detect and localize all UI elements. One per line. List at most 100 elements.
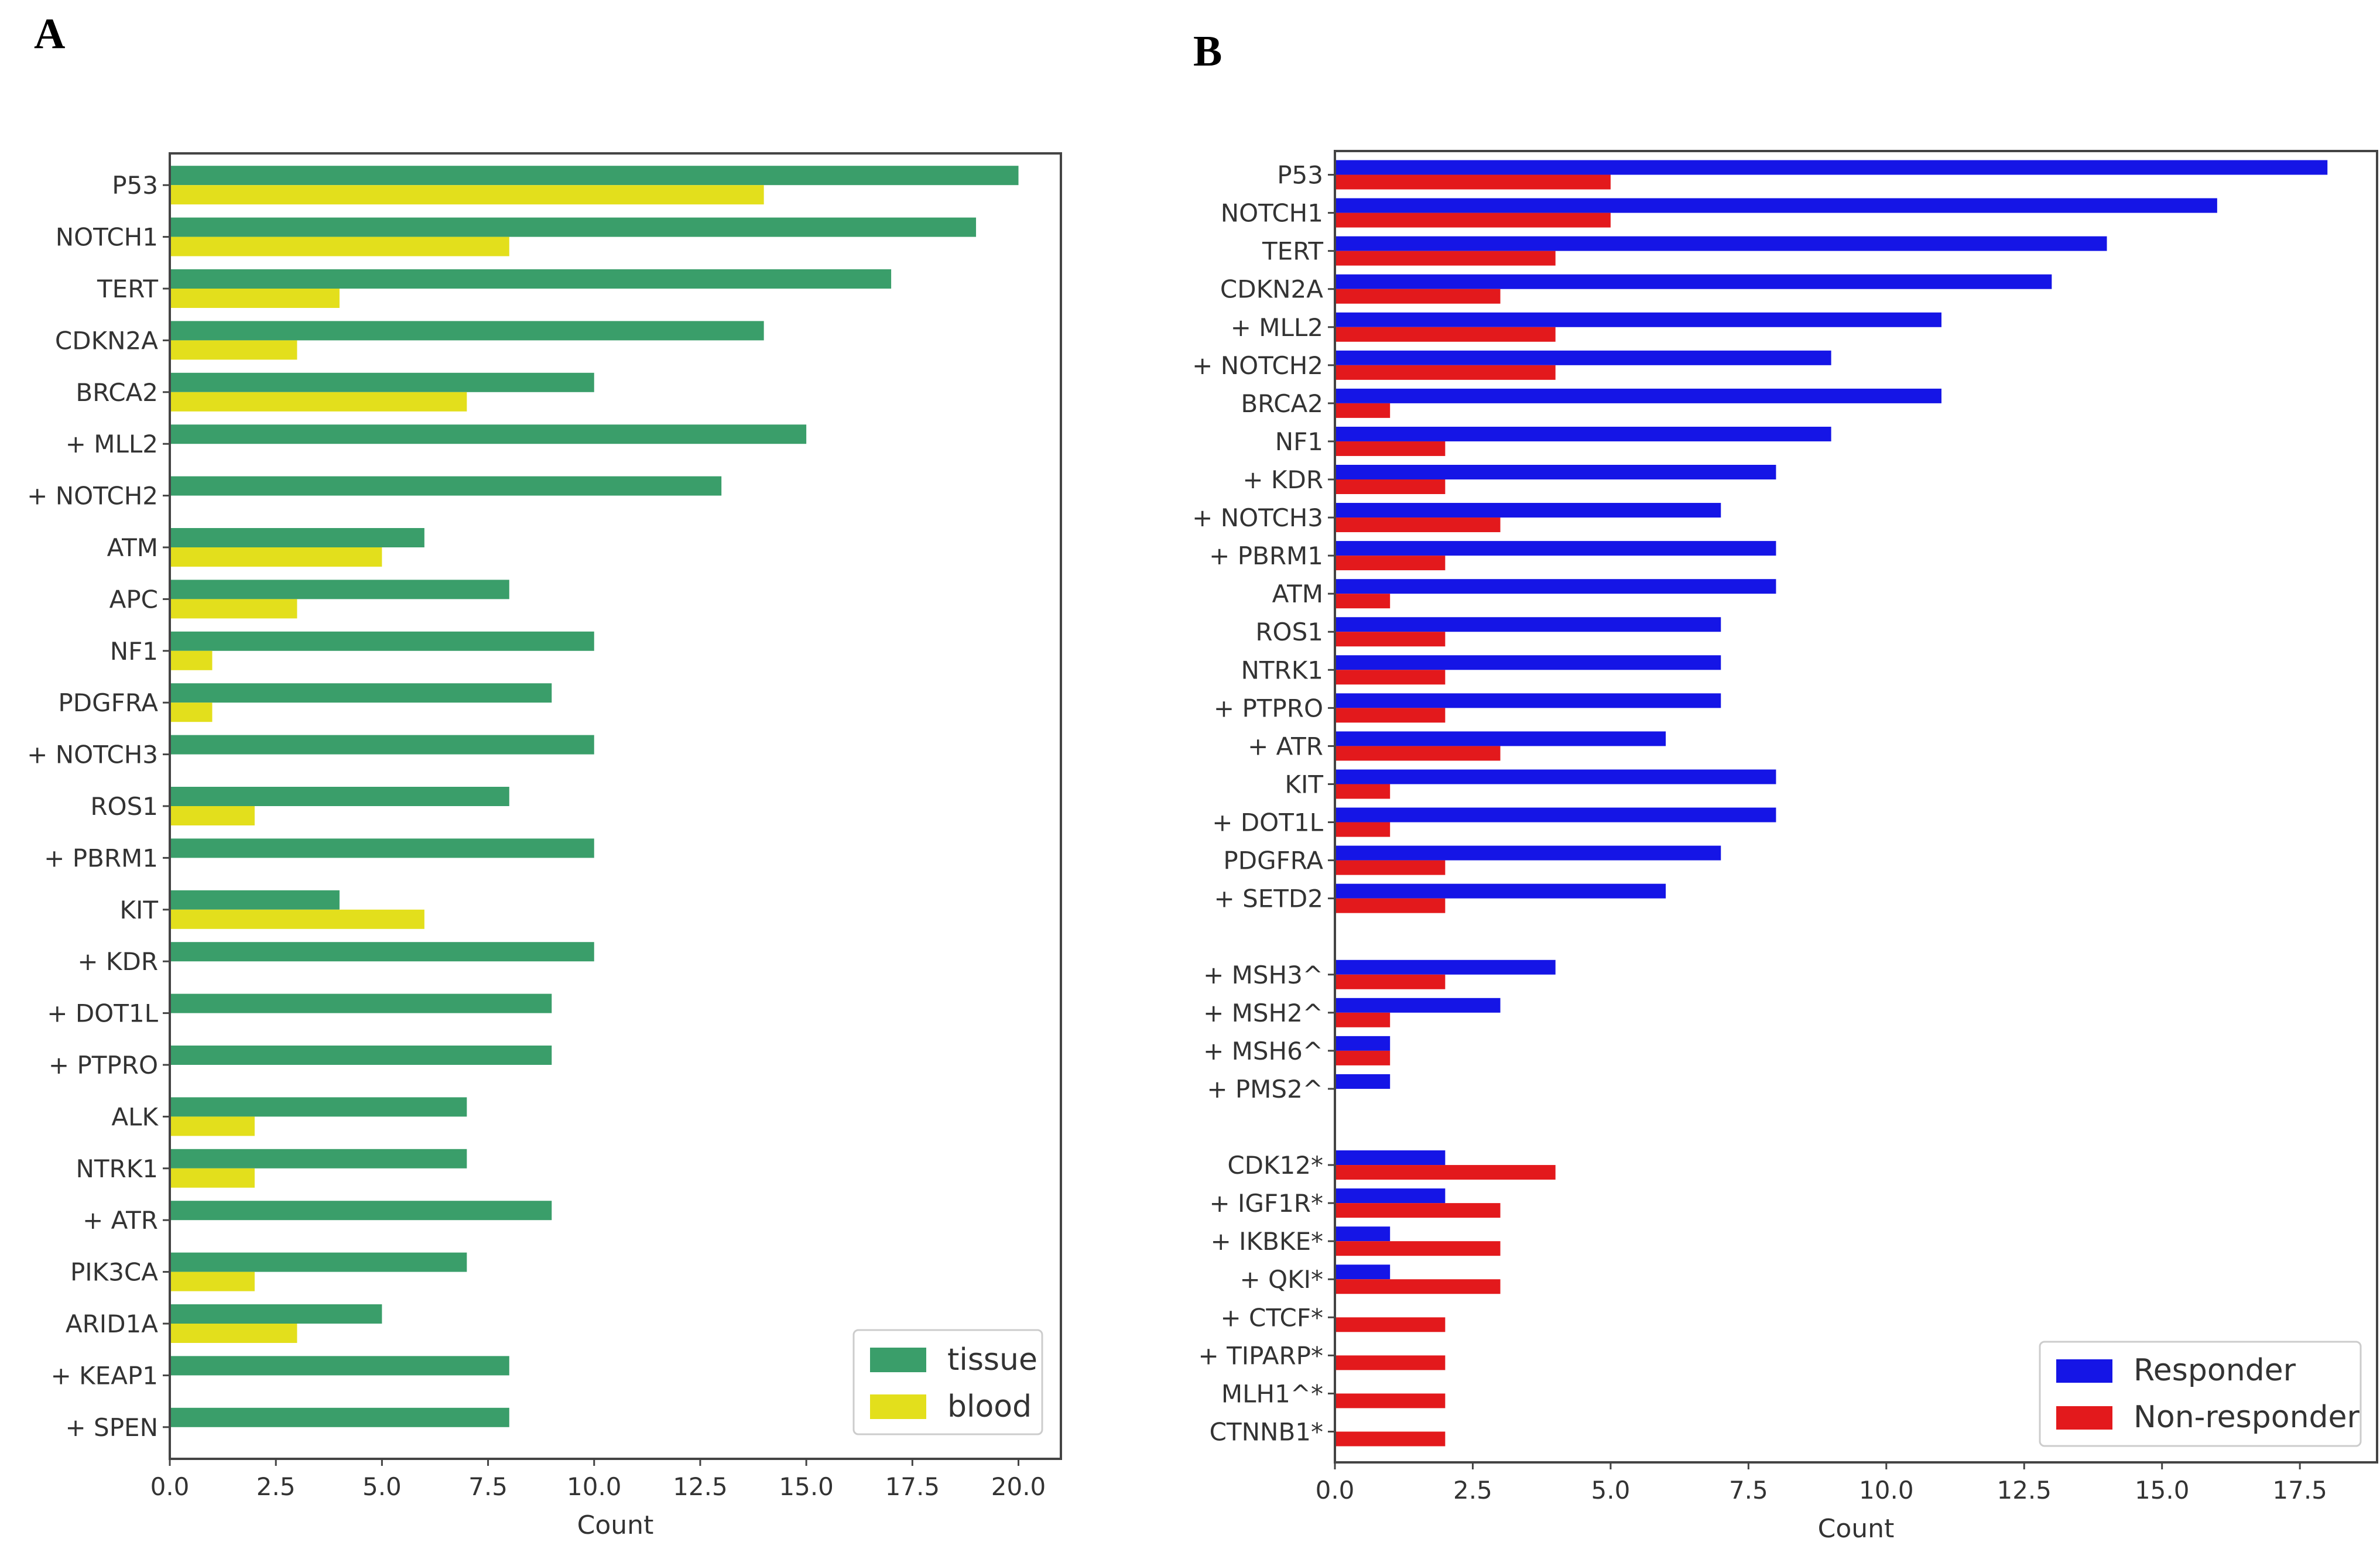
bar-responder-17	[1335, 769, 1776, 784]
bar-blood-1	[170, 185, 764, 205]
legend: tissue blood	[852, 1329, 1043, 1435]
y-tick-label: BRCA2	[76, 378, 158, 407]
bar-non-responder-9	[1335, 479, 1446, 494]
y-tick-label: CDK12*	[1227, 1151, 1323, 1180]
bar-responder-16	[1335, 731, 1666, 746]
bar-blood-19	[170, 1116, 255, 1136]
x-tick-label: 5.0	[1591, 1476, 1631, 1505]
y-tick-label: + IKBKE*	[1211, 1227, 1323, 1256]
bar-tissue-6	[170, 424, 807, 444]
bar-non-responder-3	[1335, 251, 1556, 266]
legend-swatch	[870, 1394, 926, 1419]
y-tick-label: MLH1^*	[1221, 1379, 1323, 1408]
bar-responder-4	[1335, 274, 2052, 289]
bar-non-responder-7	[1335, 403, 1391, 418]
bar-blood-9	[170, 599, 297, 619]
bar-non-responder-22	[1335, 974, 1446, 989]
legend: Responder Non-responder	[2039, 1341, 2362, 1447]
bar-non-responder-17	[1335, 784, 1391, 799]
bar-non-responder-31	[1335, 1317, 1446, 1332]
bar-non-responder-29	[1335, 1241, 1501, 1256]
x-axis-label: Count	[1818, 1514, 1895, 1544]
y-tick-label: + PMS2^	[1207, 1075, 1323, 1104]
bar-non-responder-19	[1335, 860, 1446, 875]
bar-responder-18	[1335, 807, 1776, 823]
bar-tissue-4	[170, 321, 764, 341]
bar-non-responder-34	[1335, 1431, 1446, 1447]
y-tick-label: ATM	[107, 533, 158, 562]
bar-tissue-10	[170, 631, 594, 651]
y-tick-label: + NOTCH2	[27, 482, 158, 510]
bar-blood-10	[170, 650, 213, 670]
legend-label: tissue	[947, 1342, 1037, 1377]
bar-responder-8	[1335, 426, 1831, 441]
y-tick-label: + IGF1R*	[1209, 1189, 1323, 1218]
bar-blood-5	[170, 392, 467, 412]
bar-non-responder-1	[1335, 174, 1611, 190]
x-tick-label: 20.0	[991, 1472, 1046, 1501]
x-tick-label: 10.0	[1859, 1476, 1914, 1505]
y-tick-label: APC	[109, 585, 158, 614]
bar-responder-24	[1335, 1036, 1391, 1051]
legend-label: Responder	[2134, 1353, 2296, 1388]
bar-tissue-15	[170, 890, 340, 910]
y-tick-label: + MSH2^	[1203, 999, 1323, 1027]
y-tick-label: + CTCF*	[1220, 1303, 1323, 1332]
y-tick-label: P53	[1277, 161, 1323, 190]
x-tick-label: 15.0	[2135, 1476, 2190, 1505]
y-tick-label: BRCA2	[1241, 389, 1323, 418]
bar-responder-2	[1335, 198, 2217, 213]
y-tick-label: + SPEN	[66, 1413, 158, 1442]
y-tick-label: + SETD2	[1214, 885, 1323, 913]
y-tick-label: PIK3CA	[70, 1258, 158, 1287]
bar-non-responder-20	[1335, 898, 1446, 913]
y-tick-label: NOTCH1	[1221, 199, 1323, 228]
y-tick-label: NOTCH1	[56, 223, 158, 252]
y-tick-label: + PTPRO	[49, 1051, 158, 1079]
y-tick-label: NF1	[110, 637, 158, 666]
bar-non-responder-14	[1335, 670, 1446, 685]
y-tick-label: ROS1	[1255, 618, 1323, 646]
bar-responder-9	[1335, 465, 1776, 479]
bar-responder-15	[1335, 693, 1721, 708]
bar-tissue-16	[170, 942, 594, 962]
bar-responder-27	[1335, 1150, 1446, 1166]
bar-responder-1	[1335, 160, 2328, 175]
x-tick-label: 17.5	[885, 1472, 940, 1501]
x-tick-label: 2.5	[256, 1472, 296, 1501]
y-tick-label: ARID1A	[66, 1310, 158, 1338]
bar-non-responder-2	[1335, 213, 1611, 228]
y-tick-label: + MLL2	[1231, 313, 1323, 342]
bar-non-responder-8	[1335, 441, 1446, 456]
y-tick-label: + QKI*	[1239, 1265, 1323, 1294]
bar-non-responder-11	[1335, 556, 1446, 571]
bar-responder-3	[1335, 236, 2107, 251]
bar-non-responder-15	[1335, 708, 1446, 723]
bar-non-responder-10	[1335, 518, 1501, 533]
x-axis-label: Count	[577, 1510, 654, 1540]
bar-non-responder-32	[1335, 1355, 1446, 1370]
y-tick-label: + DOT1L	[1212, 808, 1323, 837]
bar-responder-7	[1335, 388, 1941, 403]
x-tick-label: 10.0	[567, 1472, 622, 1501]
bar-responder-10	[1335, 503, 1721, 518]
bar-non-responder-28	[1335, 1203, 1501, 1218]
bar-blood-15	[170, 909, 424, 929]
bar-responder-11	[1335, 541, 1776, 556]
bar-non-responder-12	[1335, 594, 1391, 609]
bar-non-responder-16	[1335, 746, 1501, 761]
bar-blood-20	[170, 1168, 255, 1188]
bar-tissue-8	[170, 528, 424, 547]
bar-tissue-9	[170, 580, 509, 599]
x-tick-label: 5.0	[362, 1472, 402, 1501]
bar-tissue-24	[170, 1356, 509, 1376]
bar-responder-22	[1335, 959, 1556, 975]
y-tick-label: + PBRM1	[1209, 542, 1323, 570]
bar-non-responder-23	[1335, 1012, 1391, 1027]
y-tick-label: + NOTCH3	[27, 741, 158, 769]
bar-blood-8	[170, 547, 382, 567]
bar-blood-2	[170, 237, 509, 256]
bar-responder-19	[1335, 845, 1721, 861]
x-tick-label: 12.5	[1997, 1476, 2052, 1505]
